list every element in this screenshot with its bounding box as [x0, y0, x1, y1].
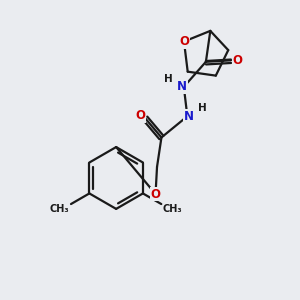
Text: O: O	[151, 188, 160, 200]
Text: N: N	[184, 110, 194, 123]
Text: H: H	[198, 103, 207, 113]
Text: CH₃: CH₃	[163, 204, 182, 214]
Text: O: O	[179, 35, 189, 48]
Text: O: O	[135, 110, 145, 122]
Text: O: O	[232, 54, 242, 67]
Text: CH₃: CH₃	[50, 204, 70, 214]
Text: H: H	[164, 74, 173, 84]
Text: N: N	[177, 80, 187, 93]
